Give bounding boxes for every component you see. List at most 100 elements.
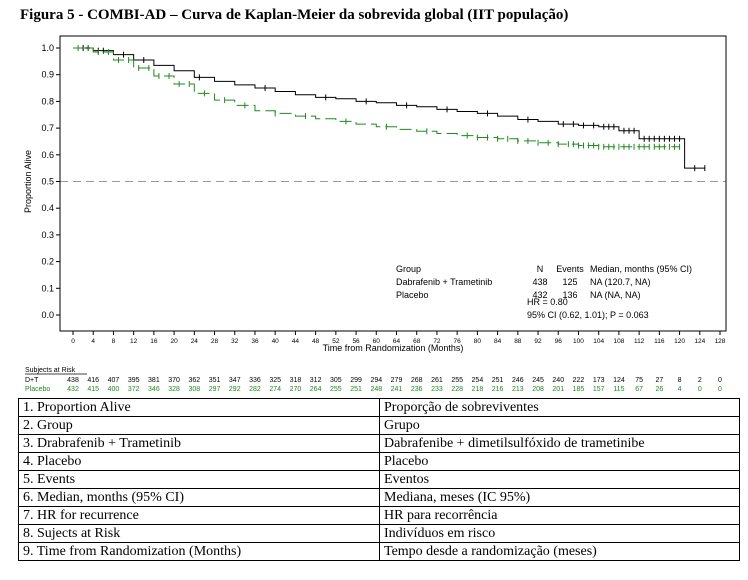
portuguese-term: Mediana, meses (IC 95%) (379, 488, 740, 507)
figure-title: Figura 5 - COMBI-AD – Curva de Kaplan-Me… (20, 7, 569, 23)
x-tick-label: 96 (555, 338, 563, 345)
y-tick-label: 0.3 (41, 230, 54, 240)
english-term: 2. Group (18, 416, 380, 435)
y-tick-label: 1.0 (41, 43, 54, 53)
risk-count: 75 (635, 377, 643, 384)
x-tick-label: 68 (413, 338, 421, 345)
axes: 0.00.10.20.30.40.50.60.70.80.91.00 4 8 12 16… (23, 35, 727, 353)
x-tick-label: 28 (211, 338, 219, 345)
risk-count: 312 (310, 377, 322, 384)
risk-count: 233 (431, 386, 443, 393)
x-tick-label: 124 (694, 338, 705, 345)
stats-median: NA (120.7, NA) (590, 277, 651, 287)
portuguese-term: HR para recorrência (379, 506, 740, 525)
stats-group: Placebo (396, 290, 429, 300)
risk-count: 432 (67, 386, 79, 393)
risk-count: 274 (269, 386, 281, 393)
x-tick-label: 80 (474, 338, 482, 345)
risk-count: 245 (532, 377, 544, 384)
risk-table: Subjects at Risk D+T 438 416 407 395 381 370 362… (25, 367, 722, 393)
curves (73, 45, 706, 172)
risk-count: 308 (188, 386, 200, 393)
portuguese-term: Dabrafenibe + dimetilsulfóxido de tramet… (379, 434, 740, 453)
risk-count: 255 (451, 377, 463, 384)
x-axis-title: Time from Randomization (Months) (323, 343, 464, 353)
x-tick-label: 0 (71, 338, 75, 345)
risk-row-label: Placebo (25, 386, 50, 393)
x-tick-label: 72 (433, 338, 441, 345)
km-curve-combo (73, 47, 705, 169)
risk-count: 261 (431, 377, 443, 384)
stats-events: 125 (562, 277, 577, 287)
risk-count: 251 (492, 377, 504, 384)
stats-box: Group N Events Median, months (95% CI) Dabra… (396, 264, 692, 320)
english-term: 4. Placebo (18, 452, 380, 471)
risk-count: 268 (411, 377, 423, 384)
english-term: 1. Proportion Alive (18, 398, 380, 417)
risk-count: 157 (593, 386, 605, 393)
y-tick-label: 0.8 (41, 96, 54, 106)
risk-count: 362 (188, 377, 200, 384)
x-tick-label: 16 (150, 338, 158, 345)
stats-ci: 95% CI (0.62, 1.01); P = 0.063 (527, 310, 649, 320)
risk-count: 208 (532, 386, 544, 393)
risk-count: 305 (330, 377, 342, 384)
x-tick-label: 104 (593, 338, 604, 345)
risk-count: 241 (391, 386, 403, 393)
risk-row-label: D+T (25, 377, 39, 384)
risk-count: 8 (678, 377, 682, 384)
x-tick-label: 24 (191, 338, 199, 345)
translation-row: 5. Events Eventos (18, 470, 740, 489)
english-term: 7. HR for recurrence (18, 506, 380, 525)
risk-count: 173 (593, 377, 605, 384)
risk-count: 282 (249, 386, 261, 393)
x-tick-label: 116 (654, 338, 665, 345)
risk-count: 254 (472, 377, 484, 384)
risk-count: 325 (269, 377, 281, 384)
risk-count: 347 (229, 377, 241, 384)
x-tick-label: 120 (674, 338, 685, 345)
risk-count: 115 (613, 386, 624, 393)
risk-count: 228 (451, 386, 463, 393)
x-tick-label: 84 (494, 338, 502, 345)
portuguese-term: Eventos (379, 470, 740, 489)
km-chart: 0.00.10.20.30.40.50.60.70.80.91.00 4 8 12 16… (23, 35, 727, 393)
risk-count: 407 (108, 377, 120, 384)
risk-count: 67 (635, 386, 643, 393)
risk-count: 416 (87, 377, 99, 384)
y-tick-label: 0.2 (41, 257, 54, 267)
x-tick-label: 76 (454, 338, 462, 345)
risk-count: 279 (391, 377, 403, 384)
x-tick-label: 100 (573, 338, 584, 345)
stats-header: N (537, 264, 544, 274)
y-tick-label: 0.9 (41, 70, 54, 80)
risk-count: 264 (310, 386, 322, 393)
x-tick-label: 4 (91, 338, 95, 345)
risk-count: 400 (108, 386, 120, 393)
km-curve-placebo (73, 47, 680, 148)
risk-count: 294 (370, 377, 382, 384)
risk-count: 292 (229, 386, 241, 393)
risk-count: 0 (718, 377, 722, 384)
portuguese-term: Proporção de sobreviventes (379, 398, 740, 417)
risk-count: 370 (168, 377, 180, 384)
x-tick-label: 60 (373, 338, 381, 345)
translation-row: 2. Group Grupo (18, 416, 740, 435)
stats-header: Group (396, 264, 421, 274)
x-tick-label: 8 (112, 338, 116, 345)
stats-header: Events (556, 264, 584, 274)
y-tick-label: 0.1 (41, 283, 54, 293)
english-term: 3. Drabrafenib + Trametinib (18, 434, 380, 453)
x-tick-label: 112 (634, 338, 645, 345)
risk-count: 299 (350, 377, 362, 384)
x-tick-label: 56 (352, 338, 360, 345)
plot-frame (59, 35, 727, 332)
x-tick-label: 52 (332, 338, 340, 345)
english-term: 9. Time from Randomization (Months) (18, 542, 380, 561)
x-tick-label: 36 (251, 338, 259, 345)
portuguese-term: Grupo (379, 416, 740, 435)
stats-header: Median, months (95% CI) (590, 264, 692, 274)
risk-table-title: Subjects at Risk (25, 367, 76, 374)
x-tick-label: 64 (393, 338, 401, 345)
x-tick-label: 40 (272, 338, 280, 345)
